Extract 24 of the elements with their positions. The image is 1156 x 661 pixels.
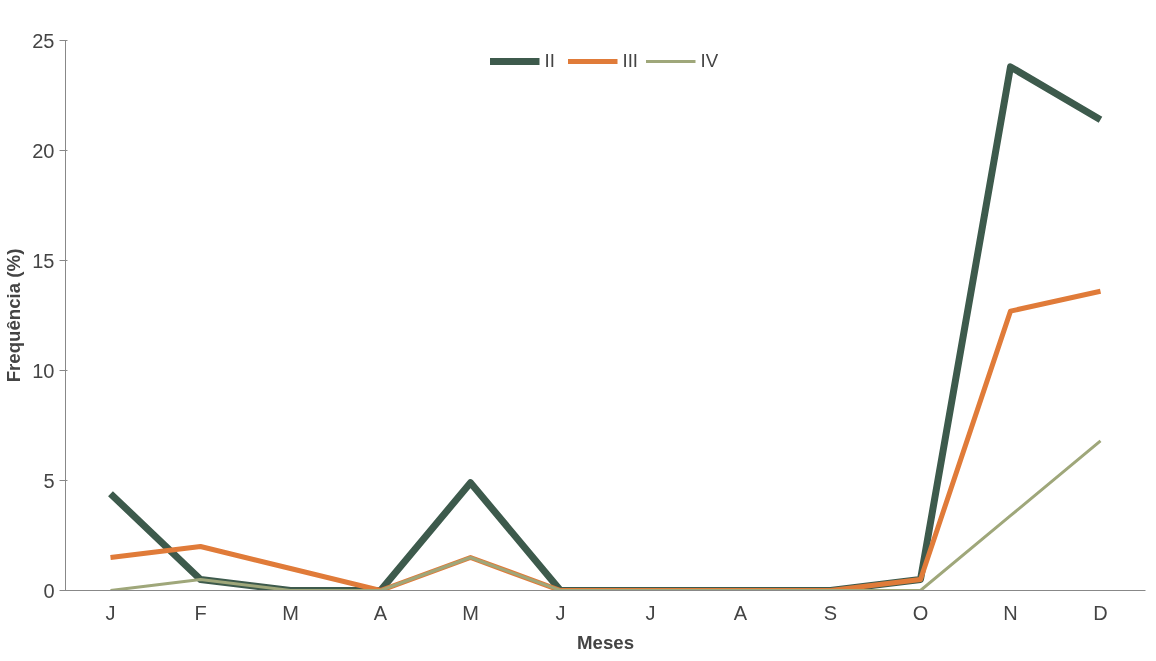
x-tick-label: A xyxy=(373,601,388,624)
legend-label: III xyxy=(622,50,640,72)
y-tick-label: 0 xyxy=(43,579,55,602)
line-series xyxy=(109,439,1102,591)
x-tick-label: J xyxy=(105,601,116,624)
x-tick-label: N xyxy=(1003,601,1018,624)
x-tick-label: S xyxy=(823,601,838,624)
y-axis-title: Frequência (%) xyxy=(3,248,25,383)
x-tick-label: J xyxy=(645,601,656,624)
x-axis-title: Meses xyxy=(576,631,635,653)
y-tick-label: 10 xyxy=(32,359,55,382)
x-tick-label: J xyxy=(555,601,566,624)
x-tick-label: A xyxy=(733,601,748,624)
x-tick-label: D xyxy=(1093,601,1108,624)
legend-label: II xyxy=(544,50,556,72)
legend-label: IV xyxy=(700,50,720,72)
y-tick-label: 15 xyxy=(32,249,55,272)
x-tick-label: M xyxy=(462,601,479,624)
x-tick-label: M xyxy=(282,601,299,624)
y-tick-label: 25 xyxy=(32,29,55,52)
y-tick-label: 20 xyxy=(32,139,55,162)
y-tick-label: 5 xyxy=(43,469,55,492)
x-tick-label: F xyxy=(194,601,207,624)
x-tick-label: O xyxy=(912,601,929,624)
